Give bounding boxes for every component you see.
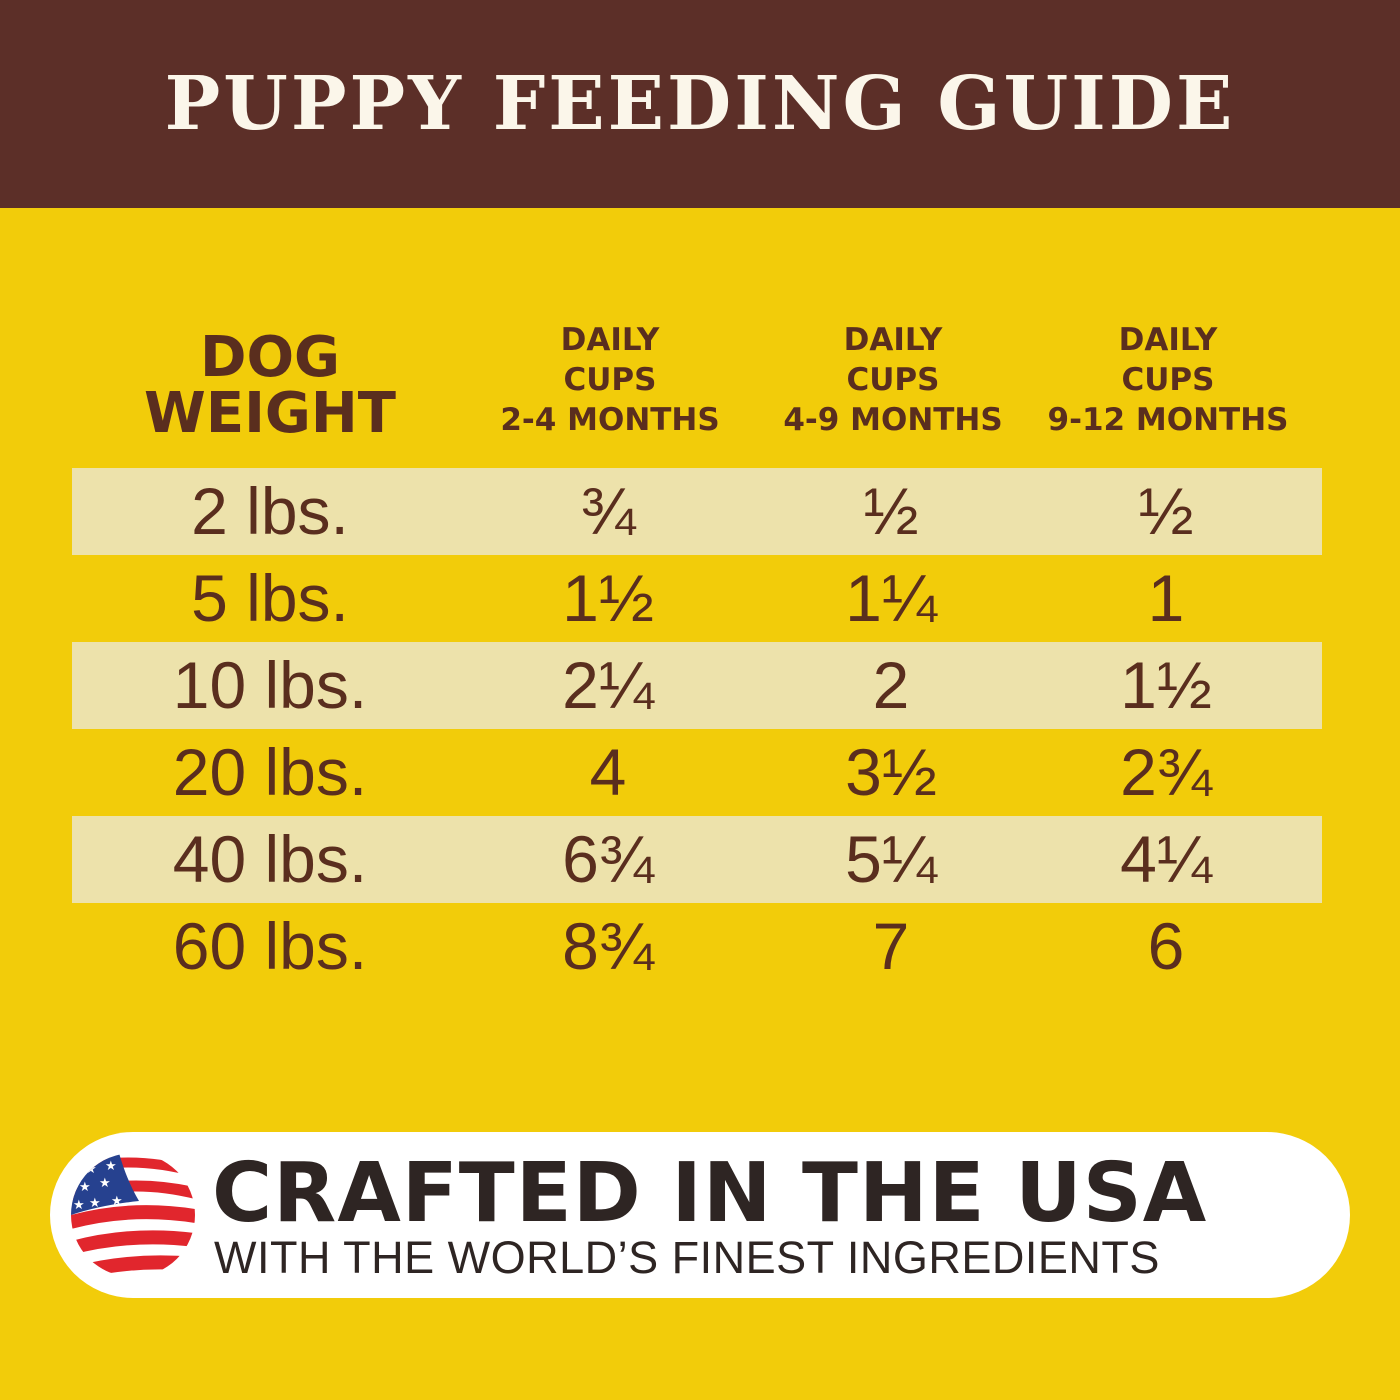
- weight-cell: 5 lbs.: [191, 561, 349, 635]
- cups-cell: 3½: [845, 735, 937, 809]
- cups-cell: 5¼: [845, 822, 937, 896]
- header-line: 4-9 MONTHS: [783, 402, 1003, 438]
- svg-text:★: ★: [79, 1180, 91, 1195]
- header-line: CUPS: [846, 362, 940, 398]
- header-line: WEIGHT: [144, 381, 396, 446]
- cups-cell: 1¼: [845, 561, 937, 635]
- svg-text:★: ★: [85, 1162, 97, 1177]
- cups-cell: 2¼: [562, 648, 654, 722]
- cups-cell: 1½: [1120, 648, 1212, 722]
- weight-cell: 60 lbs.: [172, 909, 368, 983]
- svg-text:★: ★: [111, 1194, 123, 1209]
- us-flag-icon: ★ ★ ★ ★ ★ ★ ★: [71, 1153, 195, 1277]
- svg-text:★: ★: [105, 1159, 117, 1174]
- page-title: PUPPY FEEDING GUIDE: [164, 61, 1236, 147]
- header-line: DOG: [199, 325, 341, 390]
- table-row: 2 lbs. ¾ ½ ½: [72, 468, 1322, 555]
- header-line: CUPS: [1121, 362, 1215, 398]
- cups-cell: 6¾: [562, 822, 654, 896]
- cups-cell: ¾: [580, 474, 636, 548]
- cups-cell: 1½: [562, 561, 654, 635]
- cups-cell: 1: [1147, 561, 1185, 635]
- svg-text:★: ★: [89, 1196, 101, 1211]
- header-line: DAILY: [843, 322, 943, 358]
- header-9-12-months: DAILY CUPS 9-12 MONTHS: [1028, 320, 1308, 440]
- header-line: 2-4 MONTHS: [500, 402, 720, 438]
- header-2-4-months: DAILY CUPS 2-4 MONTHS: [470, 320, 750, 440]
- header-line: CUPS: [563, 362, 657, 398]
- weight-cell: 2 lbs.: [191, 474, 349, 548]
- cups-cell: 6: [1147, 909, 1185, 983]
- header-4-9-months: DAILY CUPS 4-9 MONTHS: [753, 320, 1033, 440]
- table-row: 60 lbs. 8¾ 7 6: [72, 903, 1322, 990]
- table-row: 5 lbs. 1½ 1¼ 1: [72, 555, 1322, 642]
- cups-cell: ½: [863, 474, 919, 548]
- svg-text:★: ★: [73, 1198, 85, 1213]
- cups-cell: 8¾: [562, 909, 654, 983]
- cups-cell: 7: [872, 909, 910, 983]
- banner-subline: WITH THE WORLD’S FINEST INGREDIENTS: [214, 1232, 1160, 1283]
- header-line: DAILY: [1118, 322, 1218, 358]
- crafted-in-usa-banner: [50, 1132, 1350, 1298]
- weight-cell: 40 lbs.: [172, 822, 368, 896]
- header-line: DAILY: [560, 322, 660, 358]
- cups-cell: ½: [1138, 474, 1194, 548]
- cups-cell: 4¼: [1120, 822, 1212, 896]
- title-banner: PUPPY FEEDING GUIDE: [0, 0, 1400, 208]
- weight-cell: 20 lbs.: [172, 735, 368, 809]
- cups-cell: 2: [872, 648, 910, 722]
- table-row: 20 lbs. 4 3½ 2¾: [72, 729, 1322, 816]
- header-line: 9-12 MONTHS: [1047, 402, 1289, 438]
- table-row: 10 lbs. 2¼ 2 1½: [72, 642, 1322, 729]
- table-row: 40 lbs. 6¾ 5¼ 4¼: [72, 816, 1322, 903]
- svg-text:★: ★: [99, 1176, 111, 1191]
- cups-cell: 2¾: [1120, 735, 1212, 809]
- header-dog-weight: DOG WEIGHT: [120, 330, 420, 442]
- weight-cell: 10 lbs.: [172, 648, 368, 722]
- cups-cell: 4: [589, 735, 627, 809]
- banner-headline: CRAFTED IN THE USA: [212, 1146, 1208, 1241]
